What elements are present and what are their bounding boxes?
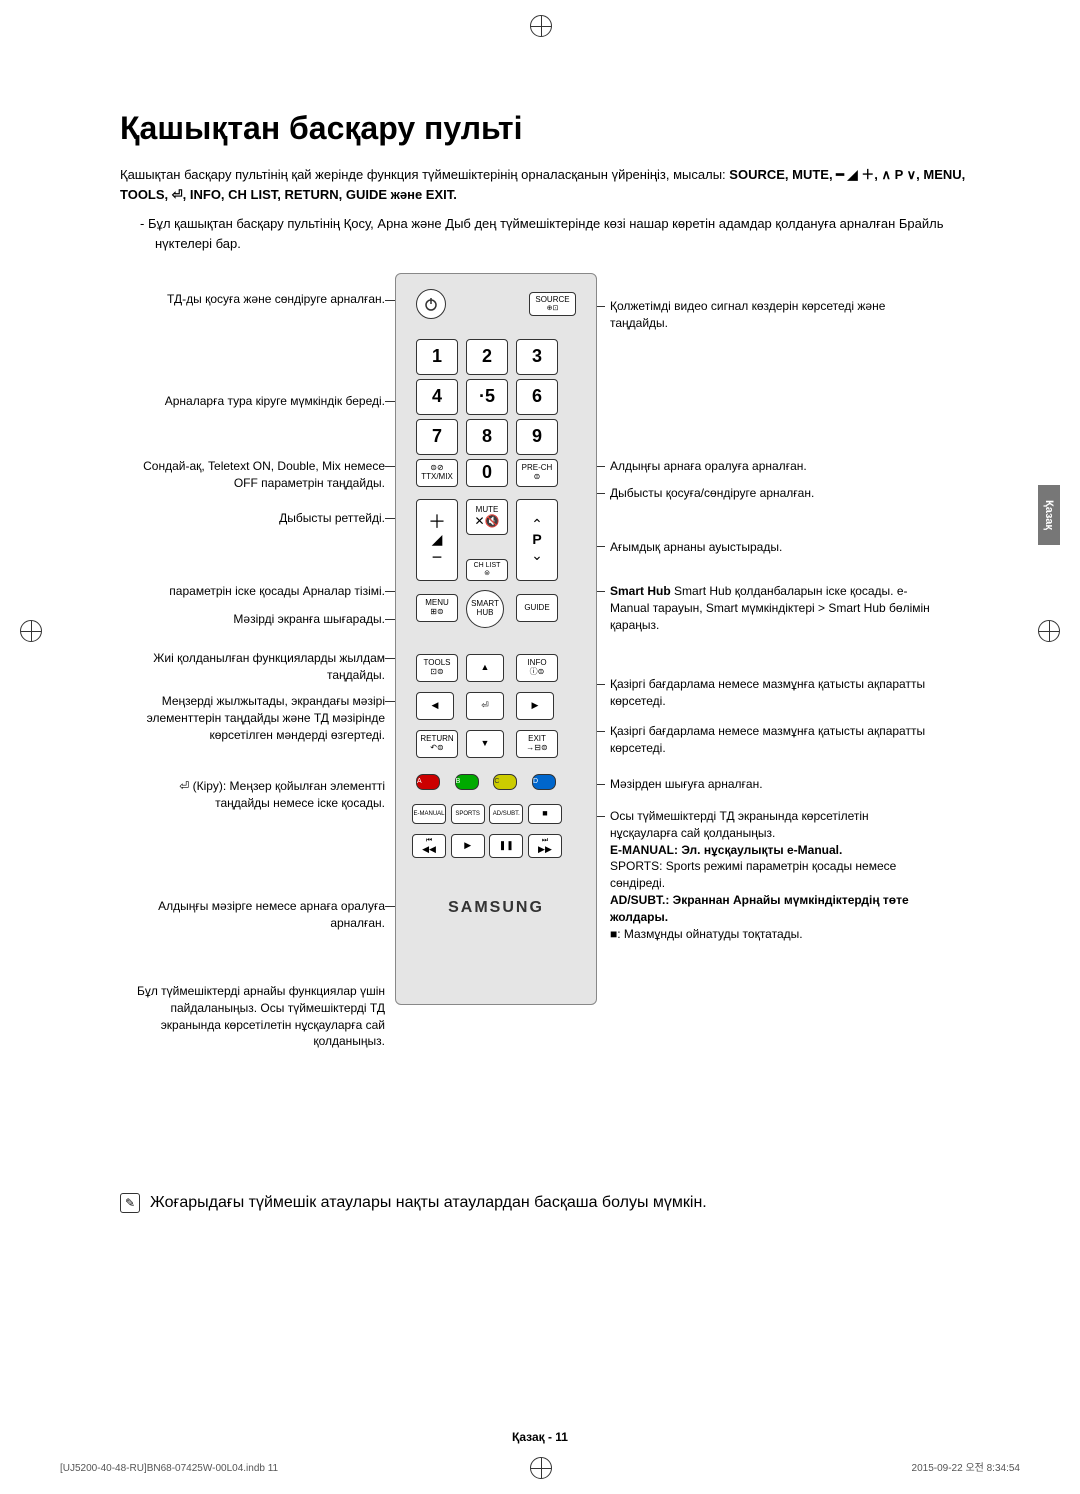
remote-control-diagram: SOURCE ⊕⊡ 1 2 3 4 ·5 6 7 8 9 ⊜⊘TTX/MIX 0… <box>395 273 597 1005</box>
function-row: E-MANUAL SPORTS AD/SUBT. ■ <box>412 804 562 824</box>
nav-down-button: ▼ <box>466 730 504 758</box>
color-b-button: B <box>455 774 479 790</box>
ttxmix-button: ⊜⊘TTX/MIX <box>416 459 458 487</box>
label-return: Алдыңғы мәзірге немесе арнаға оралуға ар… <box>130 898 385 932</box>
smarthub-label: SMART HUB <box>467 600 503 618</box>
emanual-button: E-MANUAL <box>412 804 446 824</box>
label-emanual-block: Осы түймешіктерді ТД экранында көрсетіле… <box>610 808 930 942</box>
nav-right-button: ▶ <box>516 692 554 720</box>
label-prech: Алдыңғы арнаға оралуға арналған. <box>610 458 930 475</box>
power-icon <box>423 296 439 312</box>
num-7-button: 7 <box>416 419 458 455</box>
play-button: ▶ <box>451 834 485 858</box>
num-0-button: 0 <box>466 459 508 487</box>
num-3-button: 3 <box>516 339 558 375</box>
channel-button: ⌃P⌄ <box>516 499 558 581</box>
chlist-label: CH LIST <box>474 562 501 570</box>
exit-button: EXIT→⊟⊜ <box>516 730 558 758</box>
smarthub-bold1: Smart Hub <box>610 584 671 598</box>
note-icon: ✎ <box>120 1193 140 1213</box>
label-menu: Мәзірді экранға шығарады. <box>130 611 385 628</box>
playback-row: ⏮◀◀ ▶ ❚❚ ⏭▶▶ <box>412 834 562 858</box>
label-guide: Қазіргі бағдарлама немесе мазмұнға қатыс… <box>610 676 930 710</box>
label-p: Ағымдық арнаны ауыстырады. <box>610 539 930 556</box>
label-enter: ⏎ (Кіру): Меңзер қойылған элементті таңд… <box>130 778 385 812</box>
power-button <box>416 289 446 319</box>
nav-up-button: ▲ <box>466 654 504 682</box>
bottom-note: ✎ Жоғарыдағы түймешік атаулары нақты ата… <box>120 1193 980 1213</box>
color-c-button: C <box>493 774 517 790</box>
label-power: ТД-ды қосуға және сөндіруге арналған. <box>130 291 385 308</box>
enter-button: ⏎ <box>466 692 504 720</box>
footer-file-info: [UJ5200-40-48-RU]BN68-07425W-00L04.indb … <box>60 1463 278 1474</box>
chlist-button: CH LIST⊜ <box>466 559 508 581</box>
rewind-button: ⏮◀◀ <box>412 834 446 858</box>
forward-button: ⏭▶▶ <box>528 834 562 858</box>
remote-diagram-area: ТД-ды қосуға және сөндіруге арналған. Ар… <box>120 273 980 1173</box>
adsubt-bold: AD/SUBT.: Экраннан Арнайы мүмкіндіктерді… <box>610 893 909 924</box>
label-exit: Мәзірден шығуға арналған. <box>610 776 930 793</box>
adsubt-button: AD/SUBT. <box>489 804 523 824</box>
sports-button: SPORTS <box>451 804 485 824</box>
num-8-button: 8 <box>466 419 508 455</box>
pause-button: ❚❚ <box>489 834 523 858</box>
emanual-block-text: Осы түймешіктерді ТД экранында көрсетіле… <box>610 809 869 840</box>
volume-button: ＋◢− <box>416 499 458 581</box>
guide-button: GUIDE <box>516 594 558 622</box>
guide-label: GUIDE <box>524 604 549 613</box>
info-button: INFOⓘ⊜ <box>516 654 558 682</box>
num-2-button: 2 <box>466 339 508 375</box>
smarthub-button: SMART HUB <box>466 590 504 628</box>
label-nav: Меңзерді жылжытады, экрандағы мәзірі эле… <box>130 693 385 743</box>
label-chlist: параметрін іске қосады Арналар тізімі. <box>130 583 385 600</box>
color-button-row: A B C D <box>416 774 556 790</box>
stop-text: ■: Мазмұнды ойнатуды тоқтатады. <box>610 927 803 941</box>
tools-button: TOOLS⊡⊜ <box>416 654 458 682</box>
braille-note-text: Бұл қашықтан басқару пультінің Қосу, Арн… <box>148 216 944 251</box>
source-button: SOURCE ⊕⊡ <box>529 292 576 316</box>
emanual-bold: E-MANUAL: Эл. нұсқаулықты e-Manual. <box>610 843 842 857</box>
num-4-button: 4 <box>416 379 458 415</box>
bottom-note-text: Жоғарыдағы түймешік атаулары нақты атаул… <box>150 1194 707 1212</box>
color-d-button: D <box>532 774 556 790</box>
page-title: Қашықтан басқару пульті <box>120 110 980 147</box>
stop-button: ■ <box>528 804 562 824</box>
brand-logo: SAMSUNG <box>406 899 586 917</box>
num-6-button: 6 <box>516 379 558 415</box>
prech-button: PRE-CH⊜ <box>516 459 558 487</box>
page-footer: Қазақ - 11 <box>0 1430 1080 1444</box>
label-volume: Дыбысты реттейді. <box>130 510 385 527</box>
num-9-button: 9 <box>516 419 558 455</box>
footer-timestamp: 2015-09-22 오전 8:34:54 <box>912 1459 1020 1474</box>
p-label: P <box>532 532 541 547</box>
braille-note: - Бұл қашықтан басқару пультінің Қосу, А… <box>140 214 980 253</box>
return-button: RETURN↶⊜ <box>416 730 458 758</box>
source-label: SOURCE <box>535 296 569 305</box>
num-5-button: ·5 <box>466 379 508 415</box>
label-teletext: Сондай-ақ, Teletext ON, Double, Mix неме… <box>130 458 385 492</box>
ttxmix-label: TTX/MIX <box>421 473 453 482</box>
mute-button: MUTE✕🔇 <box>466 499 508 535</box>
label-info: Қазіргі бағдарлама немесе мазмұнға қатыс… <box>610 723 930 757</box>
label-smarthub: Smart Hub Smart Hub қолданбаларын іске қ… <box>610 583 930 633</box>
label-mute: Дыбысты қосуға/сөндіруге арналған. <box>610 485 930 502</box>
menu-button: MENU⊞⊜ <box>416 594 458 622</box>
intro-paragraph: Қашықтан басқару пультінің қай жерінде ф… <box>120 165 980 204</box>
color-a-button: A <box>416 774 440 790</box>
label-source: Қолжетімді видео сигнал көздерін көрсете… <box>610 298 930 332</box>
label-tools: Жиі қолданылған функцияларды жылдам таңд… <box>130 650 385 684</box>
label-colorbtn: Бұл түймешіктерді арнайы функциялар үшін… <box>130 983 385 1050</box>
sports-text: SPORTS: Sports режимі параметрін қосады … <box>610 859 896 890</box>
nav-left-button: ◀ <box>416 692 454 720</box>
registration-mark-bottom <box>530 1457 552 1479</box>
intro-text: Қашықтан басқару пультінің қай жерінде ф… <box>120 167 729 182</box>
label-channels: Арналарға тура кіруге мүмкіндік береді. <box>130 393 385 410</box>
num-1-button: 1 <box>416 339 458 375</box>
